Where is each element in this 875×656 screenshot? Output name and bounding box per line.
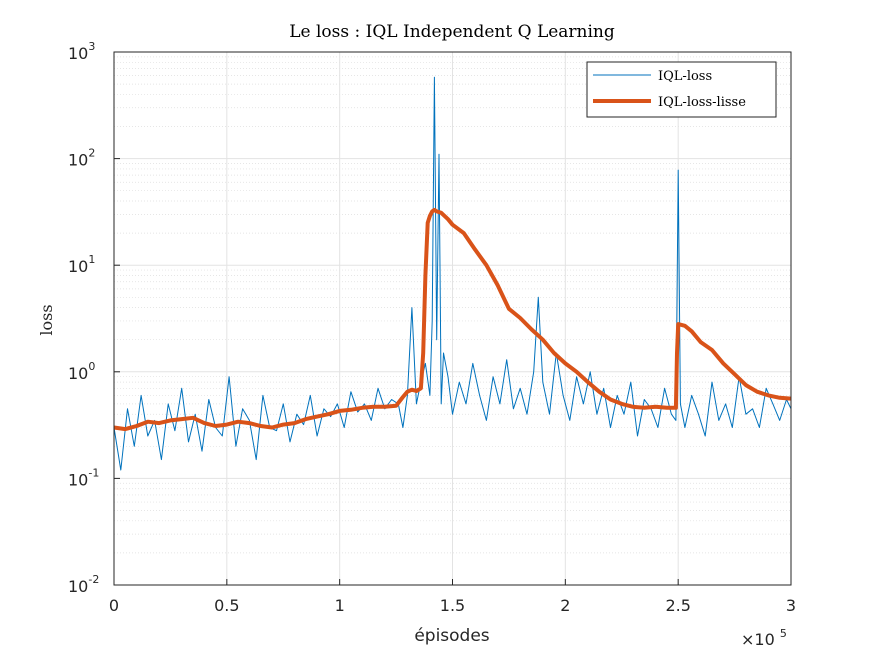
legend: IQL-loss IQL-loss-lisse [586,61,777,118]
x-tick-label: 3 [786,596,796,615]
x-tick-label: 1 [335,596,345,615]
legend-label-iql-loss: IQL-loss [658,69,712,84]
series-line-iql-loss-lisse [113,207,792,432]
series-line-iql-loss [113,76,792,471]
x-tick-labels: 0 0.5 1 1.5 2 2.5 3 [109,579,796,615]
y-tick-label: 100 [68,360,95,383]
x-axis-multiplier-base: ×10 [741,630,775,649]
legend-label-iql-loss-lisse: IQL-loss-lisse [658,95,746,110]
plot-area [113,76,792,471]
x-tick-label: 0.5 [214,596,239,615]
chart-title: Le loss : IQL Independent Q Learning [289,22,615,42]
x-tick-label: 2.5 [665,596,690,615]
y-tick-label: 102 [68,147,95,170]
y-tick-labels: 10-2 10-1 100 101 102 103 [68,40,120,596]
y-tick-label: 10-1 [68,466,99,489]
x-axis-label: épisodes [414,626,489,646]
x-tick-label: 0 [109,596,119,615]
y-tick-label: 103 [68,40,95,63]
y-tick-label: 101 [68,253,95,276]
legend-box [586,61,777,118]
x-axis-multiplier: ×10 5 [741,627,787,649]
y-axis-label: loss [37,304,56,335]
grid [113,51,792,586]
x-tick-label: 2 [560,596,570,615]
x-axis-multiplier-exponent: 5 [780,627,787,640]
y-tick-label: 10-2 [68,573,99,596]
x-tick-label: 1.5 [440,596,465,615]
